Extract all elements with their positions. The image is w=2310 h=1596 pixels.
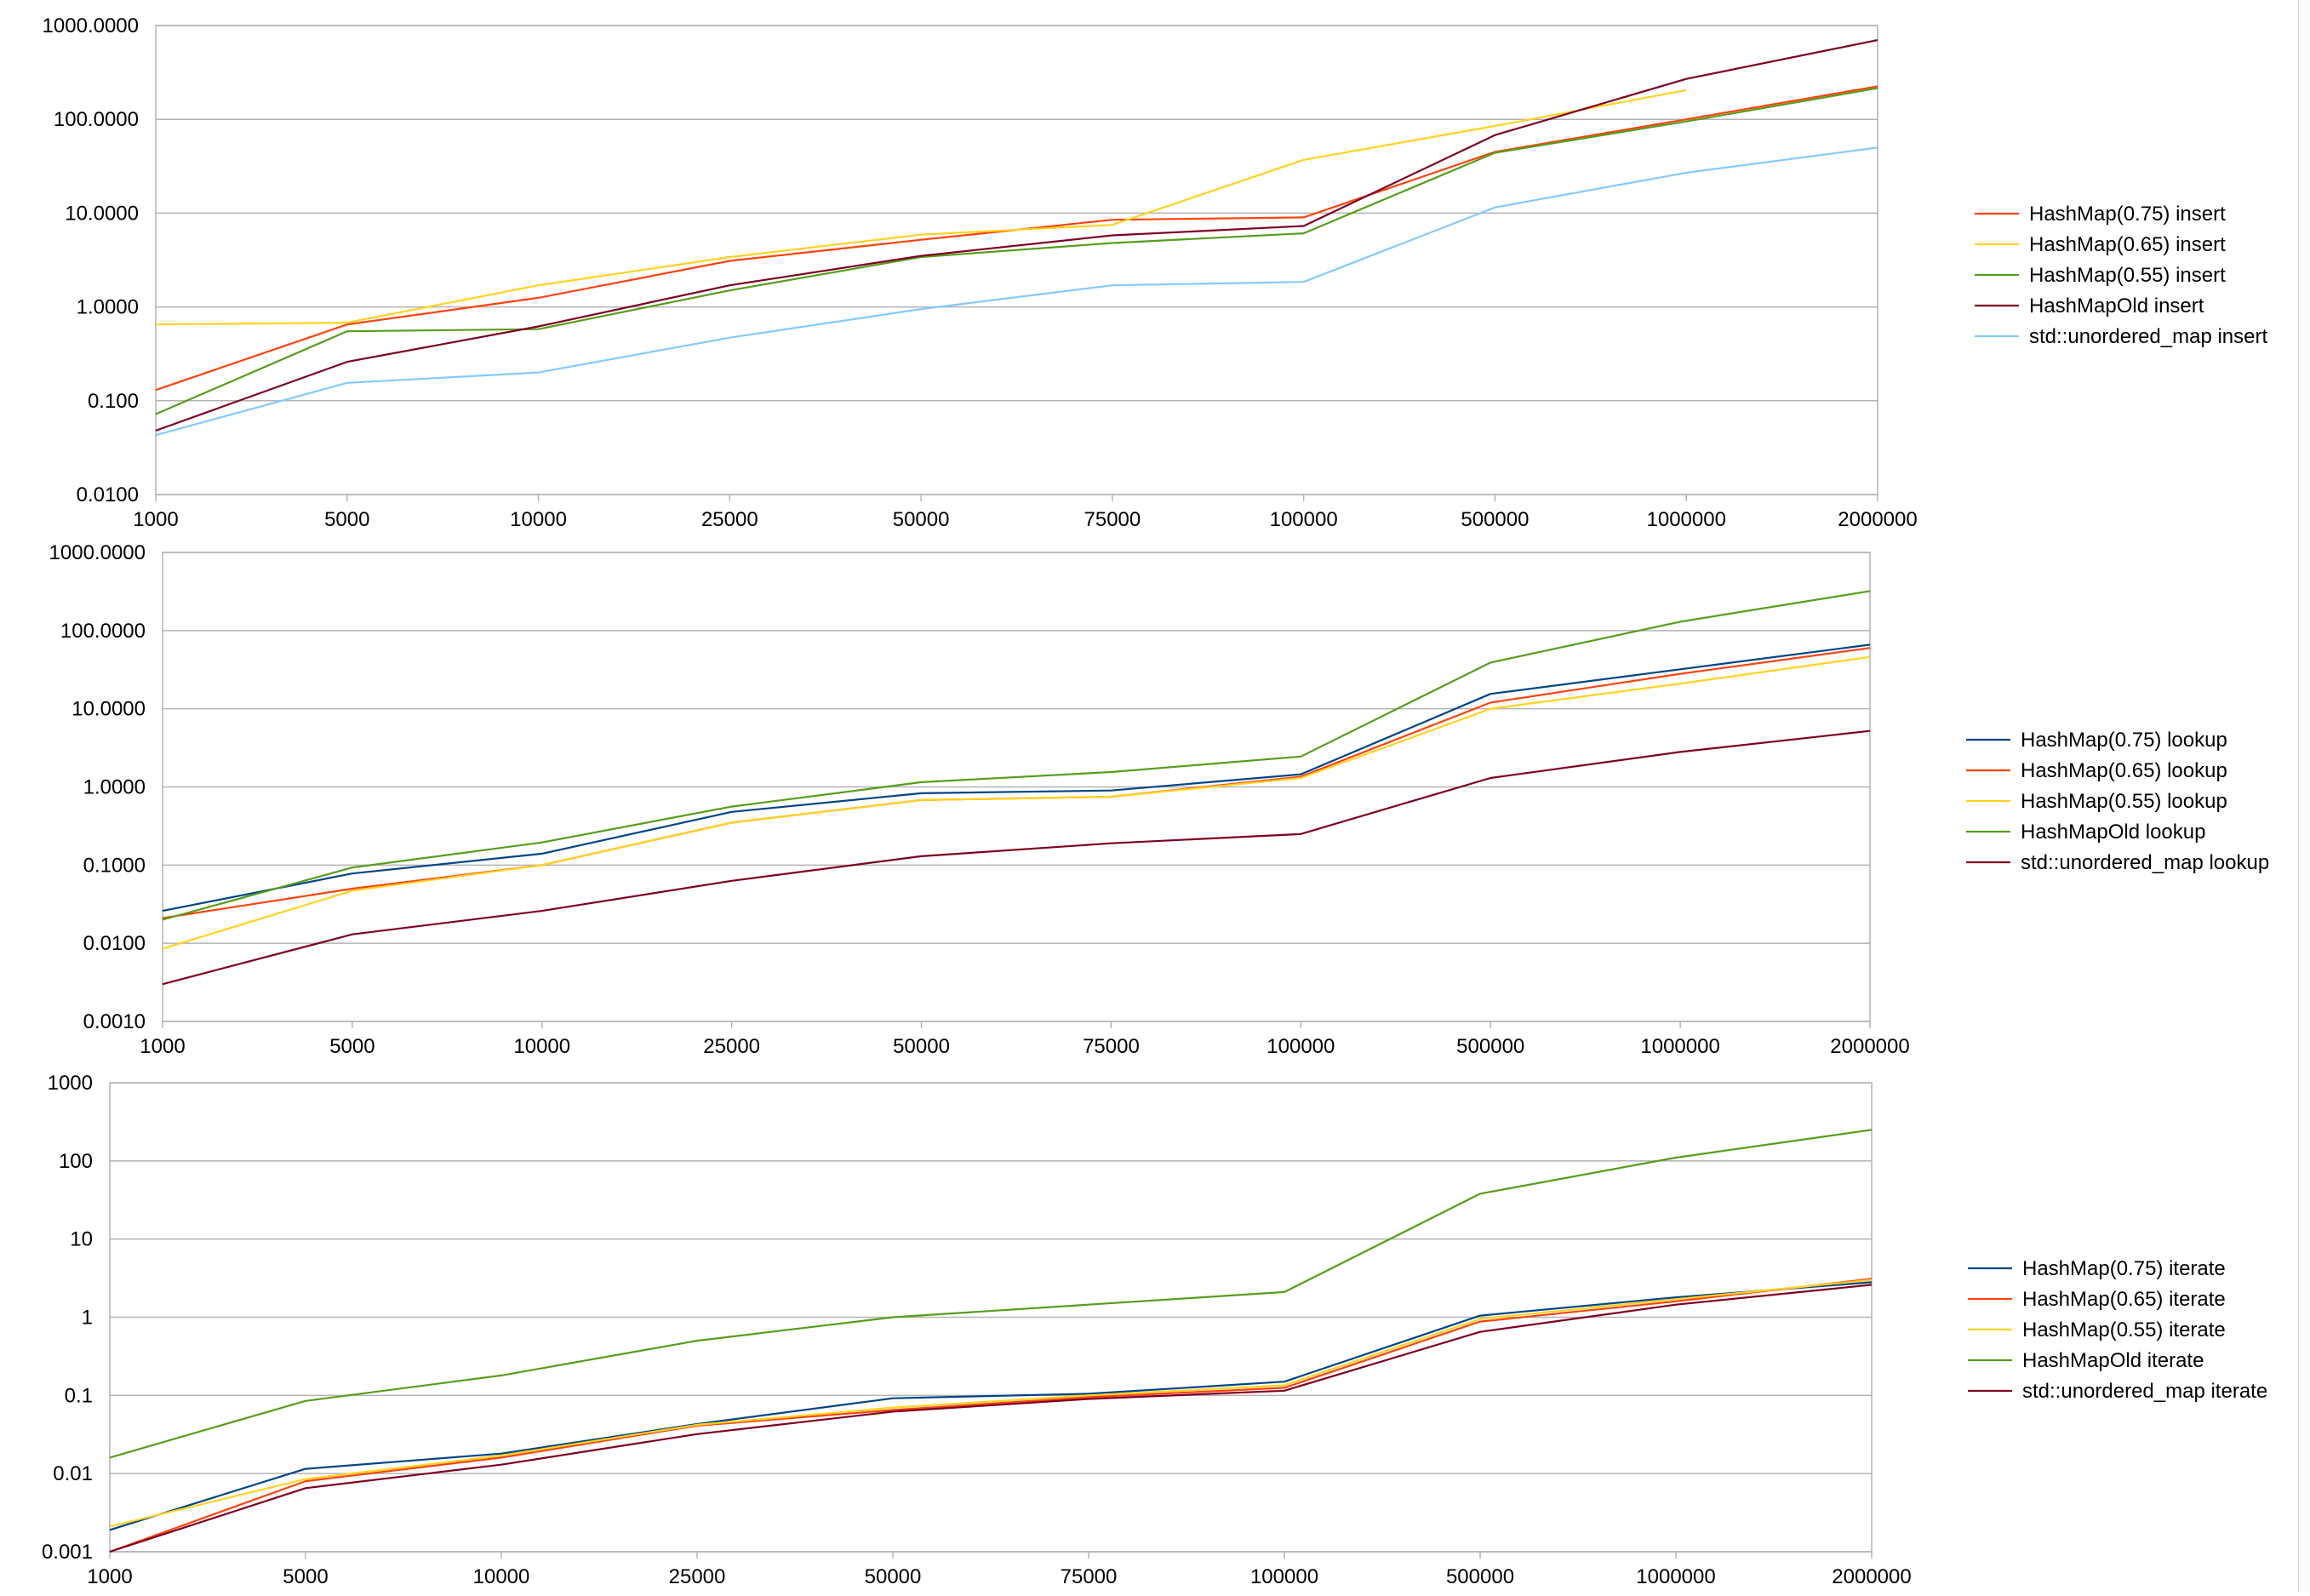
y-tick-label: 1000 [48, 1072, 93, 1095]
series-line [155, 146, 1878, 437]
x-tick-label: 100000 [1270, 508, 1338, 531]
legend-label: HashMap(0.55) iterate [2022, 1319, 2226, 1341]
x-tick-label: 75000 [1061, 1565, 1118, 1588]
series-line [155, 89, 1687, 326]
plot-frame [155, 25, 1878, 495]
x-tick-label: 5000 [283, 1565, 328, 1588]
x-tick-label: 500000 [1456, 1035, 1524, 1058]
x-tick-label: 50000 [865, 1565, 922, 1588]
x-tick-label: 25000 [703, 1035, 760, 1058]
legend-label: HashMap(0.65) lookup [2021, 759, 2227, 782]
plot-frame [162, 552, 1871, 1022]
series-line [155, 39, 1878, 432]
y-tick-label: 0.01 [53, 1462, 93, 1485]
legend-label: HashMapOld iterate [2022, 1349, 2204, 1372]
x-tick-label: 50000 [893, 508, 950, 531]
y-tick-label: 1000.0000 [43, 14, 139, 37]
legend-label: std::unordered_map lookup [2021, 851, 2269, 874]
x-tick-label: 1000000 [1636, 1565, 1715, 1588]
x-tick-label: 1000 [87, 1565, 132, 1588]
x-tick-label: 75000 [1084, 508, 1141, 531]
x-tick-label: 2000000 [1832, 1565, 1911, 1588]
series-line [162, 729, 1871, 986]
legend-label: HashMap(0.55) insert [2029, 264, 2226, 287]
x-tick-label: 500000 [1461, 508, 1529, 531]
x-tick-label: 1000000 [1647, 508, 1726, 531]
series-line [162, 644, 1871, 912]
y-tick-label: 0.1 [65, 1384, 93, 1407]
y-tick-label: 0.0010 [83, 1010, 146, 1033]
x-tick-label: 2000000 [1830, 1035, 1909, 1058]
series-line [109, 1284, 1873, 1553]
x-tick-label: 10000 [513, 1035, 570, 1058]
y-tick-label: 0.100 [88, 390, 139, 413]
y-tick-label: 0.0100 [83, 932, 146, 955]
lookup-chart[interactable]: 0.0010 0.0100 0.1000 1.0000 10.0000 100.0000 1… [49, 541, 2270, 1058]
x-tick-label: 1000 [140, 1035, 185, 1058]
legend-label: HashMapOld lookup [2021, 821, 2205, 844]
x-tick-label: 10000 [510, 508, 567, 531]
series-line [162, 647, 1871, 919]
legend-label: HashMapOld insert [2029, 295, 2204, 317]
series-line [155, 87, 1878, 415]
x-tick-label: 25000 [669, 1565, 726, 1588]
y-tick-label: 0.001 [42, 1541, 93, 1564]
y-tick-label: 0.0100 [77, 483, 139, 506]
series-line [109, 1129, 1873, 1459]
iterate-chart[interactable]: 0.001 0.01 0.1 1 10 100 1000 1000 5000 10000 25000… [42, 1072, 2267, 1588]
y-tick-label: 0.1000 [83, 854, 146, 877]
legend-label: HashMap(0.65) insert [2029, 233, 2226, 256]
legend-label: HashMap(0.55) lookup [2021, 790, 2227, 813]
y-tick-label: 1000.0000 [49, 541, 146, 564]
x-tick-label: 500000 [1446, 1565, 1514, 1588]
legend-label: HashMap(0.75) lookup [2021, 729, 2227, 752]
series-line [162, 655, 1871, 950]
y-tick-label: 10.0000 [65, 202, 139, 225]
series-line [109, 1278, 1873, 1553]
x-tick-label: 5000 [324, 508, 369, 531]
y-tick-label: 10.0000 [71, 698, 146, 721]
x-tick-label: 100000 [1250, 1565, 1318, 1588]
x-tick-label: 10000 [473, 1565, 530, 1588]
x-tick-label: 1000 [133, 508, 178, 531]
y-tick-label: 100.0000 [60, 620, 146, 643]
x-tick-label: 25000 [701, 508, 758, 531]
x-tick-label: 2000000 [1838, 508, 1917, 531]
x-tick-label: 100000 [1266, 1035, 1335, 1058]
legend-label: HashMap(0.75) insert [2029, 203, 2226, 226]
x-tick-label: 1000000 [1640, 1035, 1719, 1058]
y-tick-label: 10 [70, 1228, 93, 1251]
legend-label: std::unordered_map insert [2029, 325, 2267, 348]
plot-frame [109, 1082, 1873, 1553]
x-tick-label: 75000 [1083, 1035, 1140, 1058]
series-line [109, 1279, 1873, 1528]
x-tick-label: 50000 [893, 1035, 950, 1058]
sheet-scroll-edge[interactable] [2298, 0, 2310, 1592]
series-line [109, 1281, 1873, 1531]
y-tick-label: 100 [59, 1150, 93, 1173]
y-tick-label: 1.0000 [83, 776, 146, 799]
x-tick-label: 5000 [329, 1035, 375, 1058]
legend-label: HashMap(0.65) iterate [2022, 1288, 2226, 1311]
y-tick-label: 1.0000 [77, 296, 139, 319]
legend-label: std::unordered_map iterate [2022, 1380, 2267, 1403]
series-line [162, 590, 1871, 921]
y-tick-label: 100.0000 [54, 108, 139, 131]
y-tick-label: 1 [82, 1307, 93, 1330]
legend-label: HashMap(0.75) iterate [2022, 1257, 2226, 1280]
insert-chart[interactable]: 0.0100 0.100 1.0000 10.0000 100.0000 1000.000… [43, 14, 2268, 531]
